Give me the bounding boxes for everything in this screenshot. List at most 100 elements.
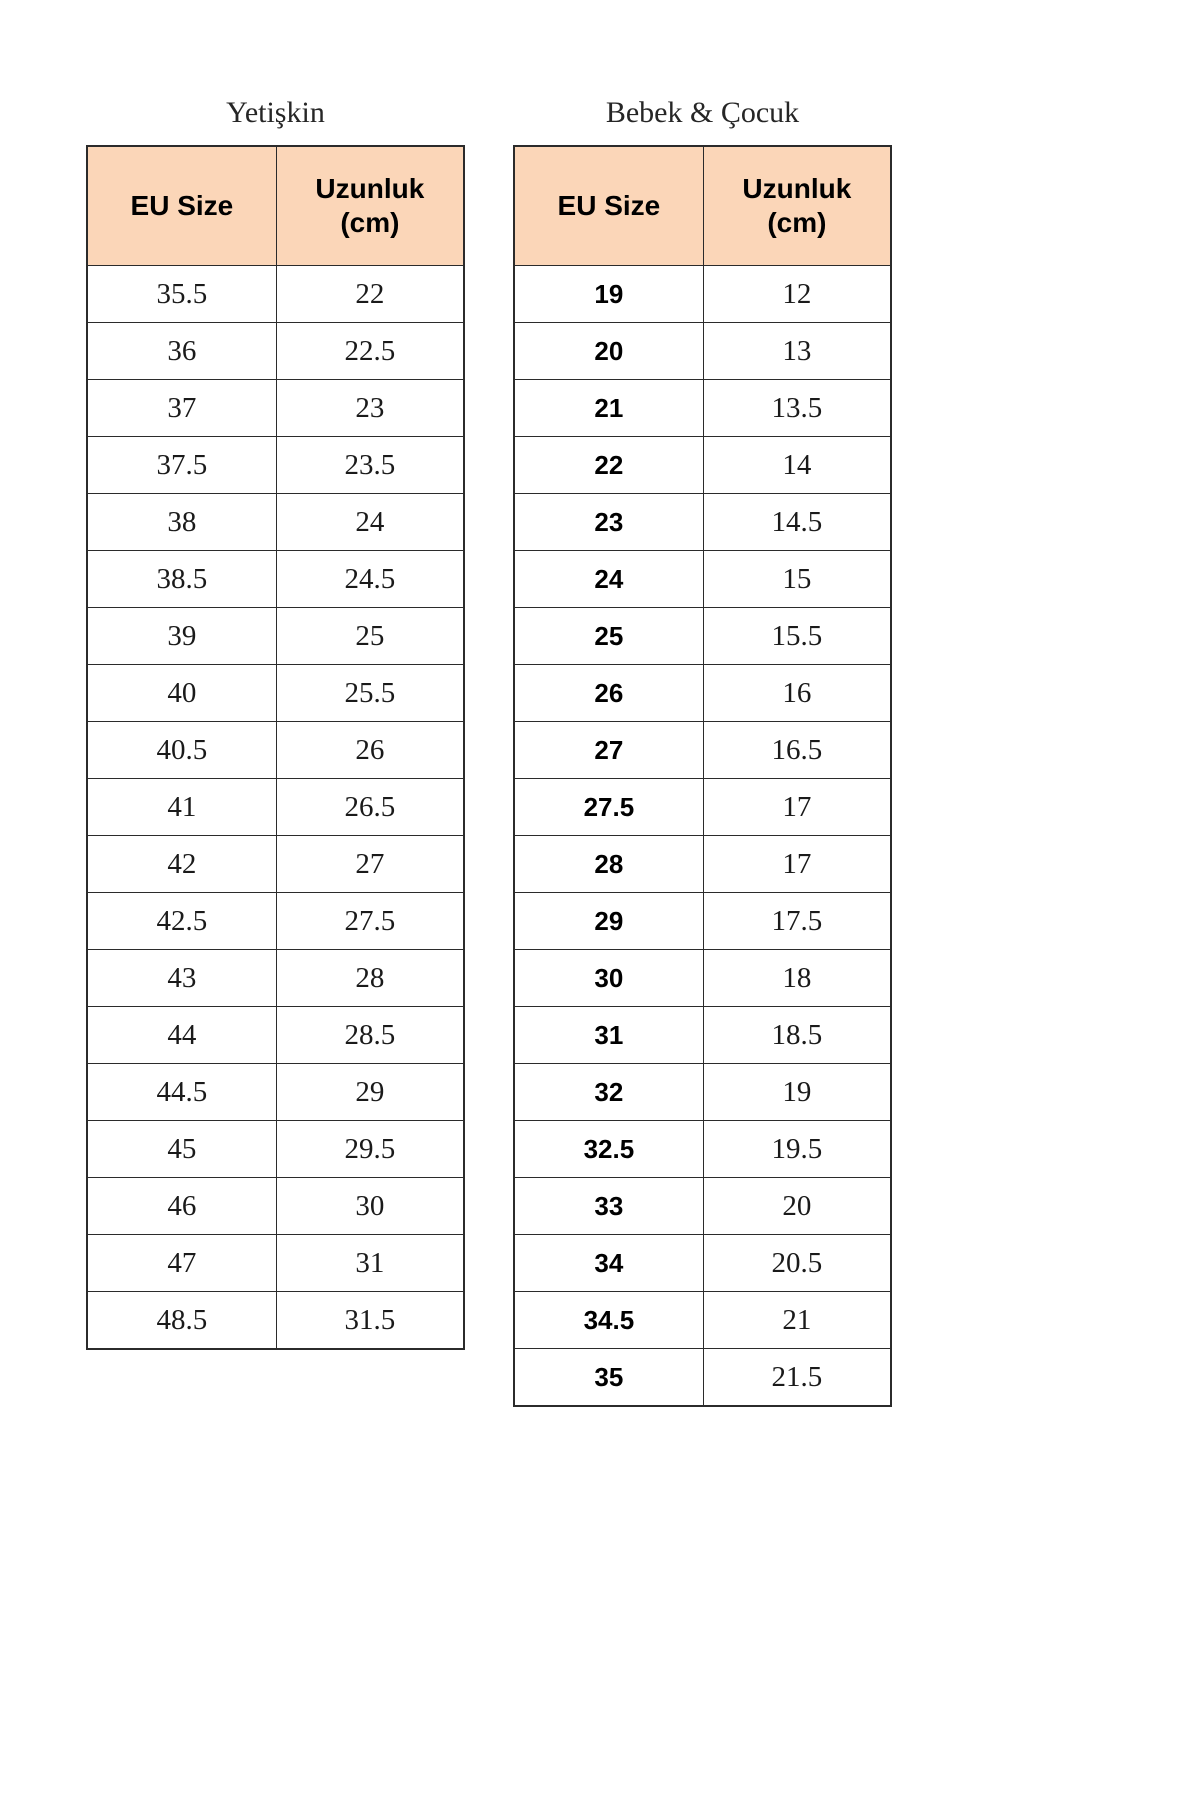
adult-eu-size-cell: 40 bbox=[86, 664, 277, 722]
kids-table-row: 35 21.5 bbox=[513, 1348, 892, 1407]
adult-eu-size-cell: 39 bbox=[86, 607, 277, 665]
adult-table-row: 42.5 27.5 bbox=[86, 892, 465, 950]
adult-length-cm-cell: 25 bbox=[275, 607, 465, 665]
adult-eu-size-cell: 43 bbox=[86, 949, 277, 1007]
kids-length-cm-cell: 17 bbox=[702, 835, 892, 893]
adult-length-cm-cell: 28.5 bbox=[275, 1006, 465, 1064]
kids-table-row: 23 14.5 bbox=[513, 493, 892, 551]
adult-table-row: 36 22.5 bbox=[86, 322, 465, 380]
adult-length-cm-cell: 27.5 bbox=[275, 892, 465, 950]
kids-table-row: 28 17 bbox=[513, 835, 892, 893]
adult-eu-size-cell: 35.5 bbox=[86, 265, 277, 323]
adult-table-row: 37.5 23.5 bbox=[86, 436, 465, 494]
adult-eu-size-cell: 38 bbox=[86, 493, 277, 551]
kids-table-row: 34.5 21 bbox=[513, 1291, 892, 1349]
adult-table-row: 39 25 bbox=[86, 607, 465, 665]
size-tables-container: Yetişkin EU Size Uzunluk (cm) bbox=[0, 98, 1200, 1407]
adult-header-length-line2: (cm) bbox=[340, 207, 400, 238]
adult-eu-size-cell: 37 bbox=[86, 379, 277, 437]
adult-eu-size-cell: 46 bbox=[86, 1177, 277, 1235]
adult-length-cm-cell: 27 bbox=[275, 835, 465, 893]
kids-table-row: 34 20.5 bbox=[513, 1234, 892, 1292]
adult-table-row: 40 25.5 bbox=[86, 664, 465, 722]
adult-table-row: 44 28.5 bbox=[86, 1006, 465, 1064]
kids-eu-size-cell: 30 bbox=[513, 949, 704, 1007]
kids-table-row: 25 15.5 bbox=[513, 607, 892, 665]
kids-eu-size-cell: 31 bbox=[513, 1006, 704, 1064]
kids-length-cm-cell: 12 bbox=[702, 265, 892, 323]
kids-eu-size-cell: 33 bbox=[513, 1177, 704, 1235]
adult-header-eu-size-line1: EU Size bbox=[130, 189, 234, 221]
kids-table-row: 29 17.5 bbox=[513, 892, 892, 950]
kids-table-body: 19 12 20 13 21 13.5 22 14 23 14.5 24 15 25 15.5 26 16 27… bbox=[513, 265, 892, 1407]
kids-eu-size-cell: 22 bbox=[513, 436, 704, 494]
kids-eu-size-cell: 27 bbox=[513, 721, 704, 779]
adult-size-table: EU Size Uzunluk (cm) 35.5 22 36 22.5 37 23 37.… bbox=[86, 145, 465, 1350]
kids-eu-size-cell: 29 bbox=[513, 892, 704, 950]
kids-eu-size-cell: 27.5 bbox=[513, 778, 704, 836]
adult-table-row: 40.5 26 bbox=[86, 721, 465, 779]
kids-length-cm-cell: 14 bbox=[702, 436, 892, 494]
adult-length-cm-cell: 29.5 bbox=[275, 1120, 465, 1178]
kids-header-row: EU Size Uzunluk (cm) bbox=[513, 145, 892, 266]
adult-eu-size-cell: 44 bbox=[86, 1006, 277, 1064]
adult-table-row: 38 24 bbox=[86, 493, 465, 551]
kids-header-length-cm: Uzunluk (cm) bbox=[702, 145, 892, 266]
adult-eu-size-cell: 36 bbox=[86, 322, 277, 380]
adult-eu-size-cell: 40.5 bbox=[86, 721, 277, 779]
kids-table-row: 21 13.5 bbox=[513, 379, 892, 437]
adult-length-cm-cell: 23 bbox=[275, 379, 465, 437]
adult-length-cm-cell: 31.5 bbox=[275, 1291, 465, 1350]
kids-table-row: 32.5 19.5 bbox=[513, 1120, 892, 1178]
adult-table-row: 43 28 bbox=[86, 949, 465, 1007]
kids-table-row: 27 16.5 bbox=[513, 721, 892, 779]
adult-table-row: 44.5 29 bbox=[86, 1063, 465, 1121]
kids-eu-size-cell: 25 bbox=[513, 607, 704, 665]
kids-table-row: 27.5 17 bbox=[513, 778, 892, 836]
adult-eu-size-cell: 38.5 bbox=[86, 550, 277, 608]
kids-table-row: 33 20 bbox=[513, 1177, 892, 1235]
kids-length-cm-cell: 18 bbox=[702, 949, 892, 1007]
kids-size-table: EU Size Uzunluk (cm) 19 12 20 13 21 13.5 22 14 2… bbox=[513, 145, 892, 1407]
kids-length-cm-cell: 17.5 bbox=[702, 892, 892, 950]
kids-eu-size-cell: 34.5 bbox=[513, 1291, 704, 1349]
adult-header-length-cm: Uzunluk (cm) bbox=[275, 145, 465, 266]
kids-table-row: 20 13 bbox=[513, 322, 892, 380]
kids-eu-size-cell: 24 bbox=[513, 550, 704, 608]
adult-length-cm-cell: 31 bbox=[275, 1234, 465, 1292]
adult-length-cm-cell: 22.5 bbox=[275, 322, 465, 380]
adult-eu-size-cell: 44.5 bbox=[86, 1063, 277, 1121]
adult-length-cm-cell: 24.5 bbox=[275, 550, 465, 608]
kids-header-eu-size: EU Size bbox=[513, 145, 704, 266]
kids-header-length-line2: (cm) bbox=[767, 207, 827, 238]
adult-length-cm-cell: 25.5 bbox=[275, 664, 465, 722]
kids-length-cm-cell: 21 bbox=[702, 1291, 892, 1349]
kids-eu-size-cell: 23 bbox=[513, 493, 704, 551]
kids-length-cm-cell: 19.5 bbox=[702, 1120, 892, 1178]
adult-header-row: EU Size Uzunluk (cm) bbox=[86, 145, 465, 266]
kids-length-cm-cell: 13.5 bbox=[702, 379, 892, 437]
adult-length-cm-cell: 29 bbox=[275, 1063, 465, 1121]
adult-table-body: 35.5 22 36 22.5 37 23 37.5 23.5 38 24 38.5 24.5 39 25… bbox=[86, 265, 465, 1350]
kids-eu-size-cell: 28 bbox=[513, 835, 704, 893]
kids-length-cm-cell: 17 bbox=[702, 778, 892, 836]
kids-header-length-line1: Uzunluk bbox=[742, 172, 852, 204]
kids-size-table-block: Bebek & Çocuk EU Size Uzunluk (cm) bbox=[513, 98, 892, 1407]
adult-table-row: 37 23 bbox=[86, 379, 465, 437]
kids-header-eu-size-line1: EU Size bbox=[557, 189, 661, 221]
adult-eu-size-cell: 37.5 bbox=[86, 436, 277, 494]
adult-table-row: 47 31 bbox=[86, 1234, 465, 1292]
adult-length-cm-cell: 26 bbox=[275, 721, 465, 779]
kids-length-cm-cell: 18.5 bbox=[702, 1006, 892, 1064]
kids-table-head: EU Size Uzunluk (cm) bbox=[513, 145, 892, 266]
adult-header-eu-size: EU Size bbox=[86, 145, 277, 266]
kids-table-row: 26 16 bbox=[513, 664, 892, 722]
adult-length-cm-cell: 24 bbox=[275, 493, 465, 551]
kids-eu-size-cell: 34 bbox=[513, 1234, 704, 1292]
adult-table-head: EU Size Uzunluk (cm) bbox=[86, 145, 465, 266]
kids-length-cm-cell: 15 bbox=[702, 550, 892, 608]
adult-table-row: 46 30 bbox=[86, 1177, 465, 1235]
kids-eu-size-cell: 35 bbox=[513, 1348, 704, 1407]
kids-length-cm-cell: 13 bbox=[702, 322, 892, 380]
